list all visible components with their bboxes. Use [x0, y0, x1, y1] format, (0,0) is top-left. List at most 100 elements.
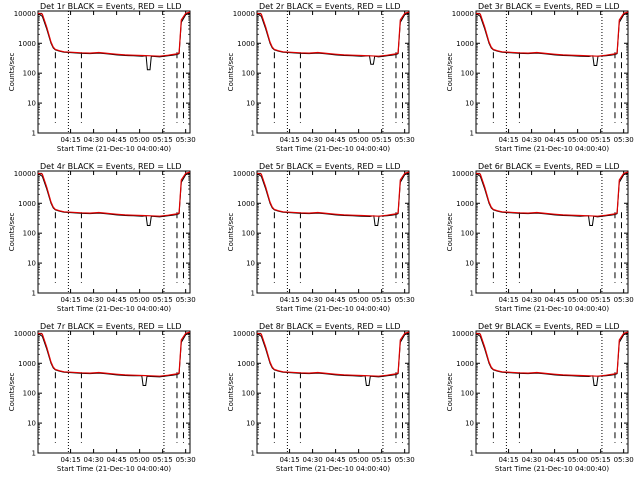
x-tick-label: 05:00 — [130, 456, 150, 464]
y-tick-label: 1 — [32, 290, 36, 298]
y-tick-label: 10000 — [452, 10, 474, 18]
y-tick-label: 100 — [23, 70, 36, 78]
y-tick-label: 100 — [461, 230, 474, 238]
x-tick-label: 04:15 — [60, 456, 80, 464]
x-tick-label: 04:30 — [302, 456, 322, 464]
x-tick-label: 05:00 — [568, 296, 588, 304]
x-tick-label: 05:00 — [568, 456, 588, 464]
x-tick-label: 04:15 — [60, 136, 80, 144]
plot-frame — [475, 170, 629, 294]
panel-det-9r: Det 9r BLACK = Events, RED = LLD 1 10 100 10… — [446, 322, 634, 473]
y-tick-label: 10 — [27, 260, 36, 268]
x-tick-label: 05:15 — [591, 456, 611, 464]
lld-series-line — [37, 331, 191, 377]
x-axis-title: Start Time (21-Dec-10 04:00:40) — [495, 145, 609, 153]
y-tick-label: 100 — [23, 230, 36, 238]
lld-series-line — [256, 11, 410, 57]
y-tick-label: 100 — [242, 230, 255, 238]
x-axis-title: Start Time (21-Dec-10 04:00:40) — [276, 305, 390, 313]
x-axis-title: Start Time (21-Dec-10 04:00:40) — [276, 145, 390, 153]
y-tick-label: 10000 — [14, 10, 36, 18]
plot-frame — [37, 10, 191, 134]
events-series-line — [37, 12, 191, 71]
y-tick-label: 1000 — [18, 200, 36, 208]
y-tick-label: 100 — [242, 390, 255, 398]
x-tick-label: 05:15 — [591, 296, 611, 304]
y-tick-label: 10 — [27, 100, 36, 108]
y-tick-label: 1000 — [18, 40, 36, 48]
x-tick-label: 05:00 — [349, 136, 369, 144]
x-tick-label: 05:30 — [176, 456, 196, 464]
x-tick-label: 05:30 — [614, 136, 634, 144]
x-tick-label: 04:15 — [498, 456, 518, 464]
panel-title: Det 9r BLACK = Events, RED = LLD — [478, 322, 620, 331]
x-tick-label: 05:15 — [153, 296, 173, 304]
lld-series-line — [37, 171, 191, 217]
events-series-line — [475, 12, 629, 66]
x-tick-label: 05:00 — [568, 136, 588, 144]
x-tick-label: 04:45 — [326, 296, 346, 304]
panel-det-5r: Det 5r BLACK = Events, RED = LLD 1 10 100 10… — [227, 162, 415, 313]
y-tick-label: 1 — [470, 290, 474, 298]
x-axis-title: Start Time (21-Dec-10 04:00:40) — [495, 465, 609, 473]
x-tick-label: 04:30 — [83, 296, 103, 304]
panel-det-1r: Det 1r BLACK = Events, RED = LLD 1 10 100 10… — [8, 2, 196, 153]
x-tick-label: 05:15 — [153, 136, 173, 144]
y-tick-label: 1 — [470, 450, 474, 458]
x-tick-label: 04:45 — [545, 296, 565, 304]
panel-title: Det 7r BLACK = Events, RED = LLD — [40, 322, 182, 331]
x-axis-title: Start Time (21-Dec-10 04:00:40) — [276, 465, 390, 473]
y-tick-label: 1000 — [237, 200, 255, 208]
y-axis-title: Counts/sec — [446, 373, 454, 412]
y-tick-label: 1 — [32, 130, 36, 138]
panel-title: Det 1r BLACK = Events, RED = LLD — [40, 2, 182, 11]
x-tick-label: 04:30 — [83, 136, 103, 144]
x-tick-label: 05:30 — [176, 296, 196, 304]
events-series-line — [475, 172, 629, 226]
lld-series-line — [475, 11, 629, 57]
y-tick-label: 10 — [465, 420, 474, 428]
y-tick-label: 10 — [465, 260, 474, 268]
x-tick-label: 05:15 — [372, 136, 392, 144]
x-tick-label: 05:30 — [395, 296, 415, 304]
lld-series-line — [475, 331, 629, 377]
x-tick-label: 04:30 — [302, 296, 322, 304]
x-tick-label: 04:45 — [107, 136, 127, 144]
y-tick-label: 1000 — [456, 360, 474, 368]
panel-det-3r: Det 3r BLACK = Events, RED = LLD 1 10 100 10… — [446, 2, 634, 153]
y-axis-title: Counts/sec — [8, 53, 16, 92]
x-tick-label: 05:30 — [176, 136, 196, 144]
x-tick-label: 05:15 — [372, 296, 392, 304]
panel-det-8r: Det 8r BLACK = Events, RED = LLD 1 10 100 10… — [227, 322, 415, 473]
y-axis-title: Counts/sec — [446, 53, 454, 92]
events-series-line — [256, 12, 410, 65]
events-series-line — [37, 332, 191, 386]
x-tick-label: 04:15 — [279, 456, 299, 464]
x-tick-label: 04:30 — [83, 456, 103, 464]
y-tick-label: 1000 — [237, 40, 255, 48]
x-tick-label: 04:45 — [545, 456, 565, 464]
y-tick-label: 1 — [251, 290, 255, 298]
x-tick-label: 05:15 — [372, 456, 392, 464]
x-tick-label: 04:45 — [326, 456, 346, 464]
x-axis-title: Start Time (21-Dec-10 04:00:40) — [495, 305, 609, 313]
x-tick-label: 04:15 — [279, 296, 299, 304]
x-axis-title: Start Time (21-Dec-10 04:00:40) — [57, 305, 171, 313]
panel-title: Det 5r BLACK = Events, RED = LLD — [259, 162, 401, 171]
x-tick-label: 04:30 — [302, 136, 322, 144]
y-tick-label: 1 — [32, 450, 36, 458]
plot-frame — [475, 10, 629, 134]
x-tick-label: 05:30 — [614, 296, 634, 304]
y-tick-label: 10000 — [14, 170, 36, 178]
x-tick-label: 04:15 — [279, 136, 299, 144]
events-series-line — [37, 172, 191, 226]
x-tick-label: 04:45 — [107, 296, 127, 304]
y-axis-title: Counts/sec — [227, 213, 235, 252]
y-tick-label: 1 — [251, 450, 255, 458]
panel-title: Det 6r BLACK = Events, RED = LLD — [478, 162, 620, 171]
y-axis-title: Counts/sec — [8, 213, 16, 252]
y-axis-title: Counts/sec — [8, 373, 16, 412]
plot-frame — [256, 10, 410, 134]
y-tick-label: 100 — [242, 70, 255, 78]
y-tick-label: 1000 — [237, 360, 255, 368]
